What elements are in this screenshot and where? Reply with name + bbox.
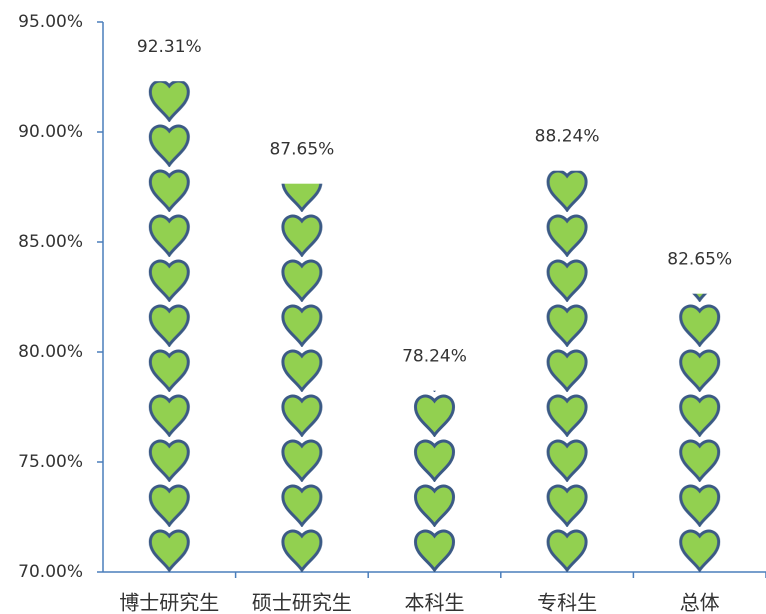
y-tick-label: 70.00% <box>18 562 83 582</box>
y-tick-label: 75.00% <box>18 452 83 472</box>
heart-bar <box>235 183 369 572</box>
y-tick-label: 80.00% <box>18 342 83 362</box>
value-label: 88.24% <box>535 127 600 147</box>
heart-bar <box>103 81 236 573</box>
x-tick-label: 总体 <box>680 591 720 614</box>
value-label: 82.65% <box>667 250 732 270</box>
x-tick-label: 博士研究生 <box>119 591 219 614</box>
x-tick-label: 硕士研究生 <box>252 591 352 614</box>
heart-bar <box>368 390 501 572</box>
value-label: 87.65% <box>269 140 334 160</box>
x-tick-label: 本科生 <box>405 591 465 614</box>
y-tick-label: 90.00% <box>18 122 83 142</box>
x-tick-label: 专科生 <box>537 591 597 614</box>
heart-bar <box>500 170 634 572</box>
value-label: 78.24% <box>402 347 467 367</box>
y-tick-label: 95.00% <box>18 12 83 32</box>
y-tick-label: 85.00% <box>18 232 83 252</box>
heart-bar <box>633 293 766 572</box>
value-label: 92.31% <box>137 37 202 57</box>
